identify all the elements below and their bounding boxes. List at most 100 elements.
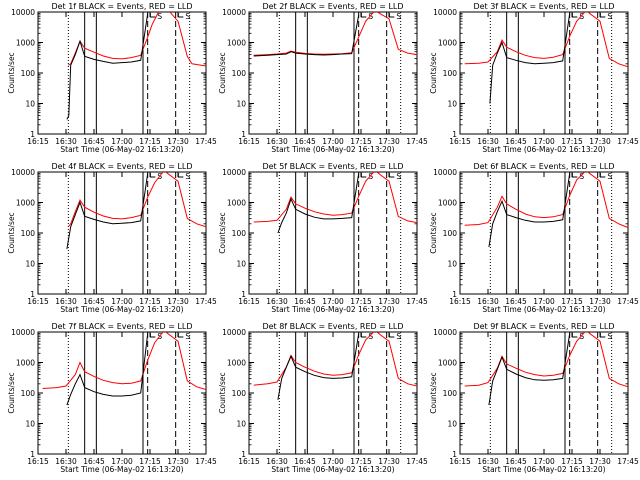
y-tick-label: 1000 [438,199,457,208]
panel-det-8: Det 8f BLACK = Events, RED = LLD 1 10 100 10… [218,322,428,474]
x-tick-label: 16:30 [266,297,288,306]
flag-marker [388,333,395,338]
x-tick-label: 16:45 [505,297,527,306]
series-events [253,14,360,57]
y-tick-label: 1 [30,290,35,299]
panel-title: Det 6f BLACK = Events, RED = LLD [473,162,614,171]
x-tick-label: 16:45 [505,137,527,146]
panel-title: Det 3f BLACK = Events, RED = LLD [473,2,614,11]
y-axis-label: Counts/sec [7,212,16,253]
flag-label: S [157,12,162,21]
panel-title: Det 9f BLACK = Events, RED = LLD [473,322,614,331]
y-tick-label: 10 [25,420,35,429]
plot-frame [248,331,418,455]
x-tick-label: 17:30 [589,137,611,146]
x-axis-label: Start Time (06-May-02 16:13:20) [60,465,183,474]
y-axis-label: Counts/sec [7,52,16,93]
y-tick-label: 10 [25,100,35,109]
flag-label: S [607,332,612,341]
flag-label: S [579,12,584,21]
y-tick-label: 1000 [16,39,35,48]
x-tick-label: 17:45 [617,297,639,306]
flag-marker [599,333,606,338]
x-tick-label: 17:15 [139,137,161,146]
x-tick-label: 16:15 [449,137,471,146]
x-tick-label: 16:45 [83,297,105,306]
x-axis-label: Start Time (06-May-02 16:13:20) [482,465,605,474]
series-events [488,173,571,247]
x-tick-label: 17:30 [378,457,400,466]
plot-frame [459,331,629,455]
x-tick-label: 17:15 [561,297,583,306]
flag-marker [388,173,395,178]
x-tick-label: 16:15 [27,137,49,146]
y-tick-label: 1 [241,290,246,299]
flag-label: S [185,172,190,181]
panel-det-9: Det 9f BLACK = Events, RED = LLD 1 10 100 10… [429,322,639,474]
x-tick-label: 16:45 [294,297,316,306]
panel-det-5: Det 5f BLACK = Events, RED = LLD 1 10 100 10… [218,162,428,314]
flag-marker [571,333,578,338]
x-tick-label: 16:30 [55,457,77,466]
x-tick-label: 17:45 [195,457,217,466]
panel-det-6: Det 6f BLACK = Events, RED = LLD 1 10 100 10… [429,162,639,314]
x-axis-label: Start Time (06-May-02 16:13:20) [60,145,183,154]
series-events [277,333,360,400]
y-tick-label: 100 [21,389,36,398]
y-tick-label: 10000 [222,328,246,337]
y-tick-label: 1 [452,130,457,139]
x-tick-label: 17:30 [167,297,189,306]
plot-frame [459,11,629,135]
flag-marker [149,173,156,178]
x-tick-label: 17:00 [111,457,133,466]
plot-frame [459,171,629,295]
x-tick-label: 17:30 [589,297,611,306]
panel-title: Det 1f BLACK = Events, RED = LLD [51,2,192,11]
y-tick-label: 100 [232,69,247,78]
x-tick-label: 16:45 [505,457,527,466]
y-axis-label: Counts/sec [429,372,438,413]
panel-det-2: Det 2f BLACK = Events, RED = LLD 1 10 100 10… [218,2,428,154]
y-tick-label: 1 [241,450,246,459]
flag-marker [149,13,156,18]
y-axis-label: Counts/sec [218,52,227,93]
x-tick-label: 17:45 [617,137,639,146]
y-tick-label: 10 [447,100,457,109]
x-tick-label: 17:00 [533,297,555,306]
panel-title: Det 2f BLACK = Events, RED = LLD [262,2,403,11]
panel-title: Det 5f BLACK = Events, RED = LLD [262,162,403,171]
y-tick-label: 10000 [11,8,35,17]
flag-label: S [396,172,401,181]
x-tick-label: 16:15 [449,297,471,306]
panel-det-3: Det 3f BLACK = Events, RED = LLD 1 10 100 10… [429,2,639,154]
flag-label: S [368,332,373,341]
flag-label: S [396,332,401,341]
flag-label: S [607,12,612,21]
y-tick-label: 1000 [438,39,457,48]
flag-marker [177,333,184,338]
x-tick-label: 17:00 [533,457,555,466]
flag-label: S [579,172,584,181]
panel-det-7: Det 7f BLACK = Events, RED = LLD 1 10 100 10… [7,322,217,474]
series-lld [42,332,206,390]
y-tick-label: 1000 [16,359,35,368]
y-tick-label: 10000 [222,168,246,177]
panel-title: Det 4f BLACK = Events, RED = LLD [51,162,192,171]
series-lld [67,172,206,228]
x-axis-label: Start Time (06-May-02 16:13:20) [271,305,394,314]
series-events [66,173,149,249]
y-tick-label: 100 [232,229,247,238]
x-tick-label: 17:15 [350,297,372,306]
x-tick-label: 16:15 [27,297,49,306]
x-tick-label: 17:00 [322,137,344,146]
x-tick-label: 17:30 [378,137,400,146]
y-tick-label: 10 [447,260,457,269]
x-tick-label: 17:30 [167,457,189,466]
panel-title: Det 7f BLACK = Events, RED = LLD [51,322,192,331]
x-tick-label: 16:30 [266,457,288,466]
x-tick-label: 16:30 [55,137,77,146]
y-axis-label: Counts/sec [429,212,438,253]
y-tick-label: 1000 [227,199,246,208]
x-tick-label: 16:30 [55,297,77,306]
y-tick-label: 10000 [222,8,246,17]
